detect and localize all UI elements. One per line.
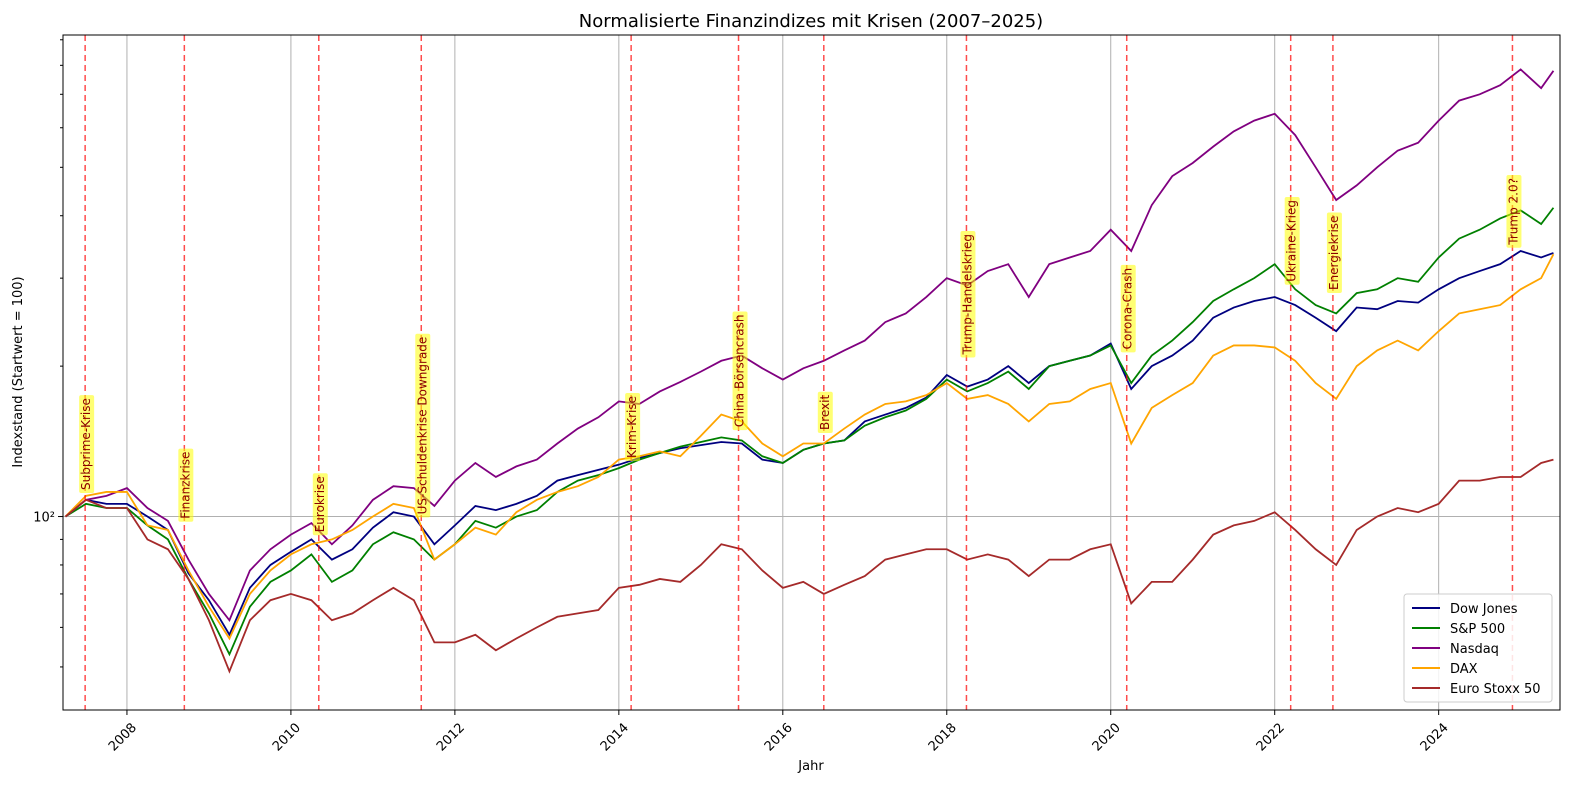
legend-label: Euro Stoxx 50: [1450, 682, 1541, 697]
annotation-label: Ukraine-Krieg: [1285, 200, 1299, 282]
annotation: Energiekrise: [1326, 212, 1342, 294]
annotation: Trump 2.0?: [1506, 175, 1522, 248]
annotation-box: [79, 395, 95, 494]
plot-frame: [62, 34, 1561, 711]
legend-label: Nasdaq: [1450, 642, 1499, 657]
annotation-label: Krim-Krise: [625, 396, 639, 458]
annotation: Brexit: [817, 391, 833, 434]
annotation: US-Schuldenkrise Downgrade: [415, 333, 431, 518]
annotation: China Börsencrash: [732, 311, 748, 431]
annotation-box: [1284, 196, 1300, 285]
annotation-box: [732, 311, 748, 431]
annotation-box: [312, 473, 328, 536]
annotation-box: [817, 391, 833, 434]
annotation-label: Subprime-Krise: [79, 398, 93, 490]
annotation: Corona-Crash: [1120, 264, 1136, 353]
annotation-label: Brexit: [818, 394, 832, 430]
x-axis-label: Jahr: [797, 759, 824, 774]
annotation-label: Energiekrise: [1327, 216, 1341, 290]
chart-title: Normalisierte Finanzindizes mit Krisen (…: [579, 11, 1043, 32]
legend-label: S&P 500: [1450, 622, 1505, 637]
annotation: Trump-Handelskrieg: [960, 230, 976, 358]
annotation: Ukraine-Krieg: [1284, 196, 1300, 285]
y-axis-label: Indexstand (Startwert = 100): [11, 276, 26, 467]
annotation-box: [415, 333, 431, 518]
series-line: [64, 253, 1555, 641]
annotation-box: [178, 448, 194, 522]
annotation: Eurokrise: [312, 473, 328, 536]
legend-box: [1403, 593, 1553, 703]
annotation-box: [1506, 175, 1522, 248]
y-tick-label: 10²: [33, 511, 55, 526]
annotation-label: Eurokrise: [313, 476, 327, 532]
annotation: Subprime-Krise: [79, 395, 95, 494]
series-line: [64, 207, 1555, 657]
annotation-box: [1326, 212, 1342, 294]
legend-label: Dow Jones: [1450, 602, 1518, 617]
annotation-label: Corona-Crash: [1121, 268, 1135, 350]
annotation: Krim-Krise: [625, 393, 641, 461]
series-line: [64, 458, 1554, 674]
annotation-box: [625, 393, 641, 461]
annotation-label: Trump 2.0?: [1506, 178, 1520, 246]
legend-label: DAX: [1450, 662, 1478, 677]
annotation-label: China Börsencrash: [733, 315, 747, 428]
annotation-box: [960, 230, 976, 358]
annotation-label: Finanzkrise: [178, 452, 192, 519]
annotation: Finanzkrise: [178, 448, 194, 522]
annotation-box: [1120, 264, 1136, 353]
annotation-label: US-Schuldenkrise Downgrade: [415, 337, 429, 515]
annotation-label: Trump-Handelskrieg: [960, 234, 974, 356]
